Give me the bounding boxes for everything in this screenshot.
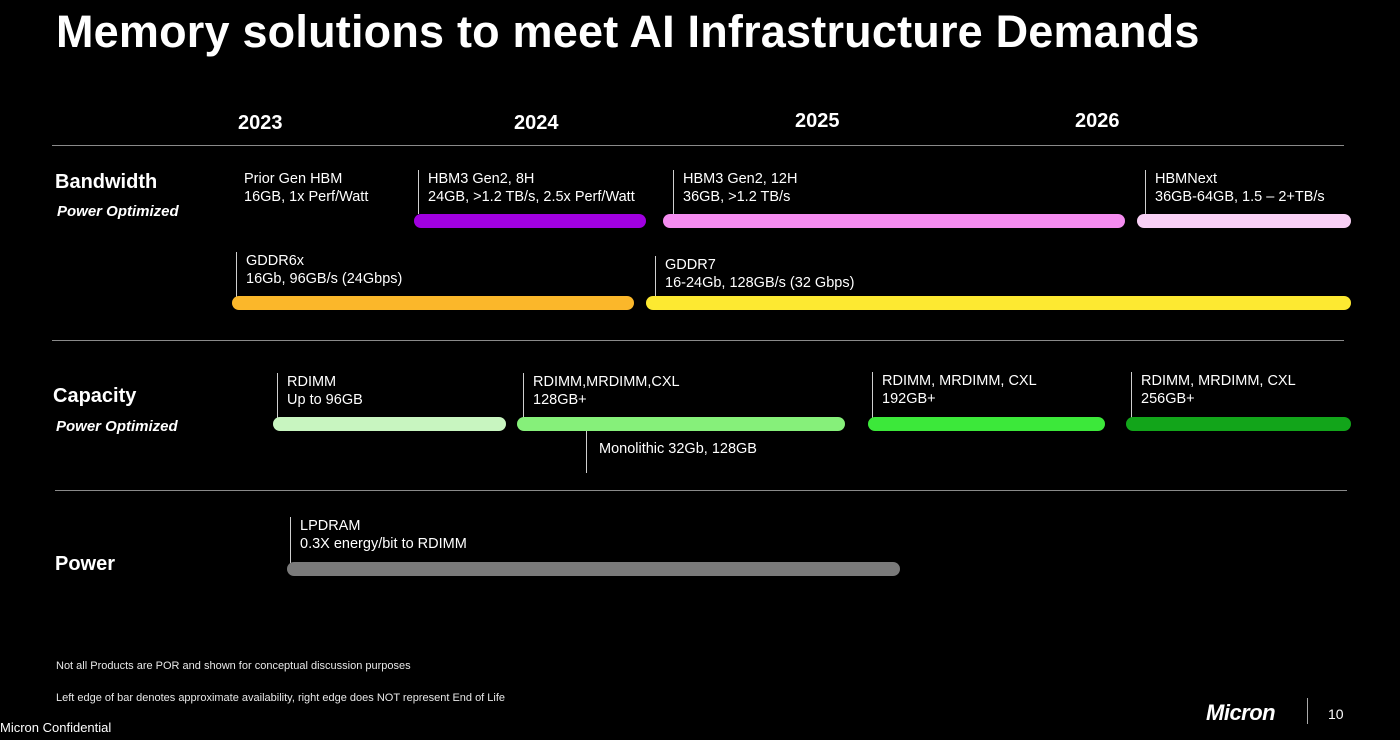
item-marker bbox=[523, 373, 524, 419]
item-lpdram-line2: 0.3X energy/bit to RDIMM bbox=[300, 536, 467, 552]
footnote-bar-edge: Left edge of bar denotes approximate ava… bbox=[56, 692, 506, 704]
item-marker bbox=[277, 373, 278, 419]
item-rdimm-128-line1: RDIMM,MRDIMM,CXL bbox=[533, 374, 680, 390]
micron-logo-text: Micron bbox=[1206, 700, 1276, 725]
item-rdimm-256-line2: 256GB+ bbox=[1141, 391, 1195, 407]
item-lpdram-line1: LPDRAM bbox=[300, 518, 361, 534]
item-hbm3-gen2-8h: HBM3 Gen2, 8H 24GB, >1.2 TB/s, 2.5x Perf… bbox=[418, 170, 635, 214]
item-rdimm-192: RDIMM, MRDIMM, CXL 192GB+ bbox=[872, 372, 1037, 418]
item-gddr7-line2: 16-24Gb, 128GB/s (32 Gbps) bbox=[665, 275, 855, 291]
row-sublabel-capacity: Power Optimized bbox=[56, 418, 178, 435]
bar-rdimm-128 bbox=[517, 417, 845, 431]
item-rdimm-96-line2: Up to 96GB bbox=[287, 392, 363, 408]
year-2024: 2024 bbox=[514, 112, 559, 134]
bar-rdimm-192 bbox=[868, 417, 1105, 431]
item-prior-gen-hbm: Prior Gen HBM 16GB, 1x Perf/Watt bbox=[244, 170, 368, 206]
item-gddr7: GDDR7 16-24Gb, 128GB/s (32 Gbps) bbox=[655, 256, 855, 298]
item-hbm3-gen2-12h-line1: HBM3 Gen2, 12H bbox=[683, 171, 798, 187]
footnote-por: Not all Products are POR and shown for c… bbox=[56, 660, 411, 672]
divider-capacity-power bbox=[55, 490, 1347, 491]
item-marker bbox=[673, 170, 674, 214]
bar-gddr6x bbox=[232, 296, 634, 310]
item-marker bbox=[872, 372, 873, 418]
footer-separator bbox=[1307, 698, 1308, 724]
bar-rdimm-256 bbox=[1126, 417, 1351, 431]
item-marker bbox=[290, 517, 291, 563]
item-hbmnext-line1: HBMNext bbox=[1155, 171, 1218, 187]
item-marker bbox=[1145, 170, 1146, 214]
bar-hbm3-gen2-12h bbox=[663, 214, 1125, 228]
item-rdimm-192-line2: 192GB+ bbox=[882, 391, 936, 407]
bar-gddr7 bbox=[646, 296, 1351, 310]
item-hbm3-gen2-8h-line2: 24GB, >1.2 TB/s, 2.5x Perf/Watt bbox=[428, 189, 635, 205]
item-rdimm-96-line1: RDIMM bbox=[287, 374, 337, 390]
monolithic-marker bbox=[586, 431, 587, 473]
item-marker bbox=[655, 256, 656, 298]
divider-top bbox=[52, 145, 1344, 146]
confidential-label: Micron Confidential bbox=[0, 720, 112, 735]
item-marker bbox=[1131, 372, 1132, 418]
item-gddr7-line1: GDDR7 bbox=[665, 257, 716, 273]
row-sublabel-bandwidth: Power Optimized bbox=[57, 203, 179, 220]
bar-hbmnext bbox=[1137, 214, 1351, 228]
item-prior-gen-hbm-line1: Prior Gen HBM bbox=[244, 171, 343, 187]
row-label-power: Power bbox=[55, 553, 116, 575]
item-rdimm-192-line1: RDIMM, MRDIMM, CXL bbox=[882, 373, 1037, 389]
bar-lpdram bbox=[287, 562, 900, 576]
item-hbmnext: HBMNext 36GB-64GB, 1.5 – 2+TB/s bbox=[1145, 170, 1325, 214]
item-gddr6x-line1: GDDR6x bbox=[246, 253, 305, 269]
item-rdimm-256-line1: RDIMM, MRDIMM, CXL bbox=[1141, 373, 1296, 389]
item-marker bbox=[418, 170, 419, 214]
item-monolithic: Monolithic 32Gb, 128GB bbox=[599, 441, 757, 457]
item-rdimm-128-line2: 128GB+ bbox=[533, 392, 587, 408]
item-rdimm-128: RDIMM,MRDIMM,CXL 128GB+ bbox=[523, 373, 680, 419]
item-gddr6x-line2: 16Gb, 96GB/s (24Gbps) bbox=[246, 271, 403, 287]
row-label-capacity: Capacity bbox=[53, 385, 137, 407]
item-rdimm-256: RDIMM, MRDIMM, CXL 256GB+ bbox=[1131, 372, 1296, 418]
item-prior-gen-hbm-line2: 16GB, 1x Perf/Watt bbox=[244, 189, 369, 205]
item-gddr6x: GDDR6x 16Gb, 96GB/s (24Gbps) bbox=[236, 252, 403, 298]
item-hbm3-gen2-12h: HBM3 Gen2, 12H 36GB, >1.2 TB/s bbox=[673, 170, 798, 214]
item-hbm3-gen2-8h-line1: HBM3 Gen2, 8H bbox=[428, 171, 535, 187]
year-2026: 2026 bbox=[1075, 110, 1120, 132]
micron-logo: Micron bbox=[1206, 700, 1276, 726]
page-title: Memory solutions to meet AI Infrastructu… bbox=[56, 6, 1200, 57]
item-hbmnext-line2: 36GB-64GB, 1.5 – 2+TB/s bbox=[1155, 189, 1325, 205]
item-lpdram: LPDRAM 0.3X energy/bit to RDIMM bbox=[290, 517, 467, 563]
row-label-bandwidth: Bandwidth bbox=[55, 171, 158, 193]
year-2025: 2025 bbox=[795, 110, 840, 132]
bar-rdimm-96 bbox=[273, 417, 506, 431]
divider-bandwidth-capacity bbox=[52, 340, 1344, 341]
page-number: 10 bbox=[1328, 706, 1344, 722]
item-marker bbox=[236, 252, 237, 298]
year-2023: 2023 bbox=[238, 112, 283, 134]
item-rdimm-96: RDIMM Up to 96GB bbox=[277, 373, 363, 419]
item-hbm3-gen2-12h-line2: 36GB, >1.2 TB/s bbox=[683, 189, 791, 205]
bar-hbm3-gen2-8h bbox=[414, 214, 646, 228]
